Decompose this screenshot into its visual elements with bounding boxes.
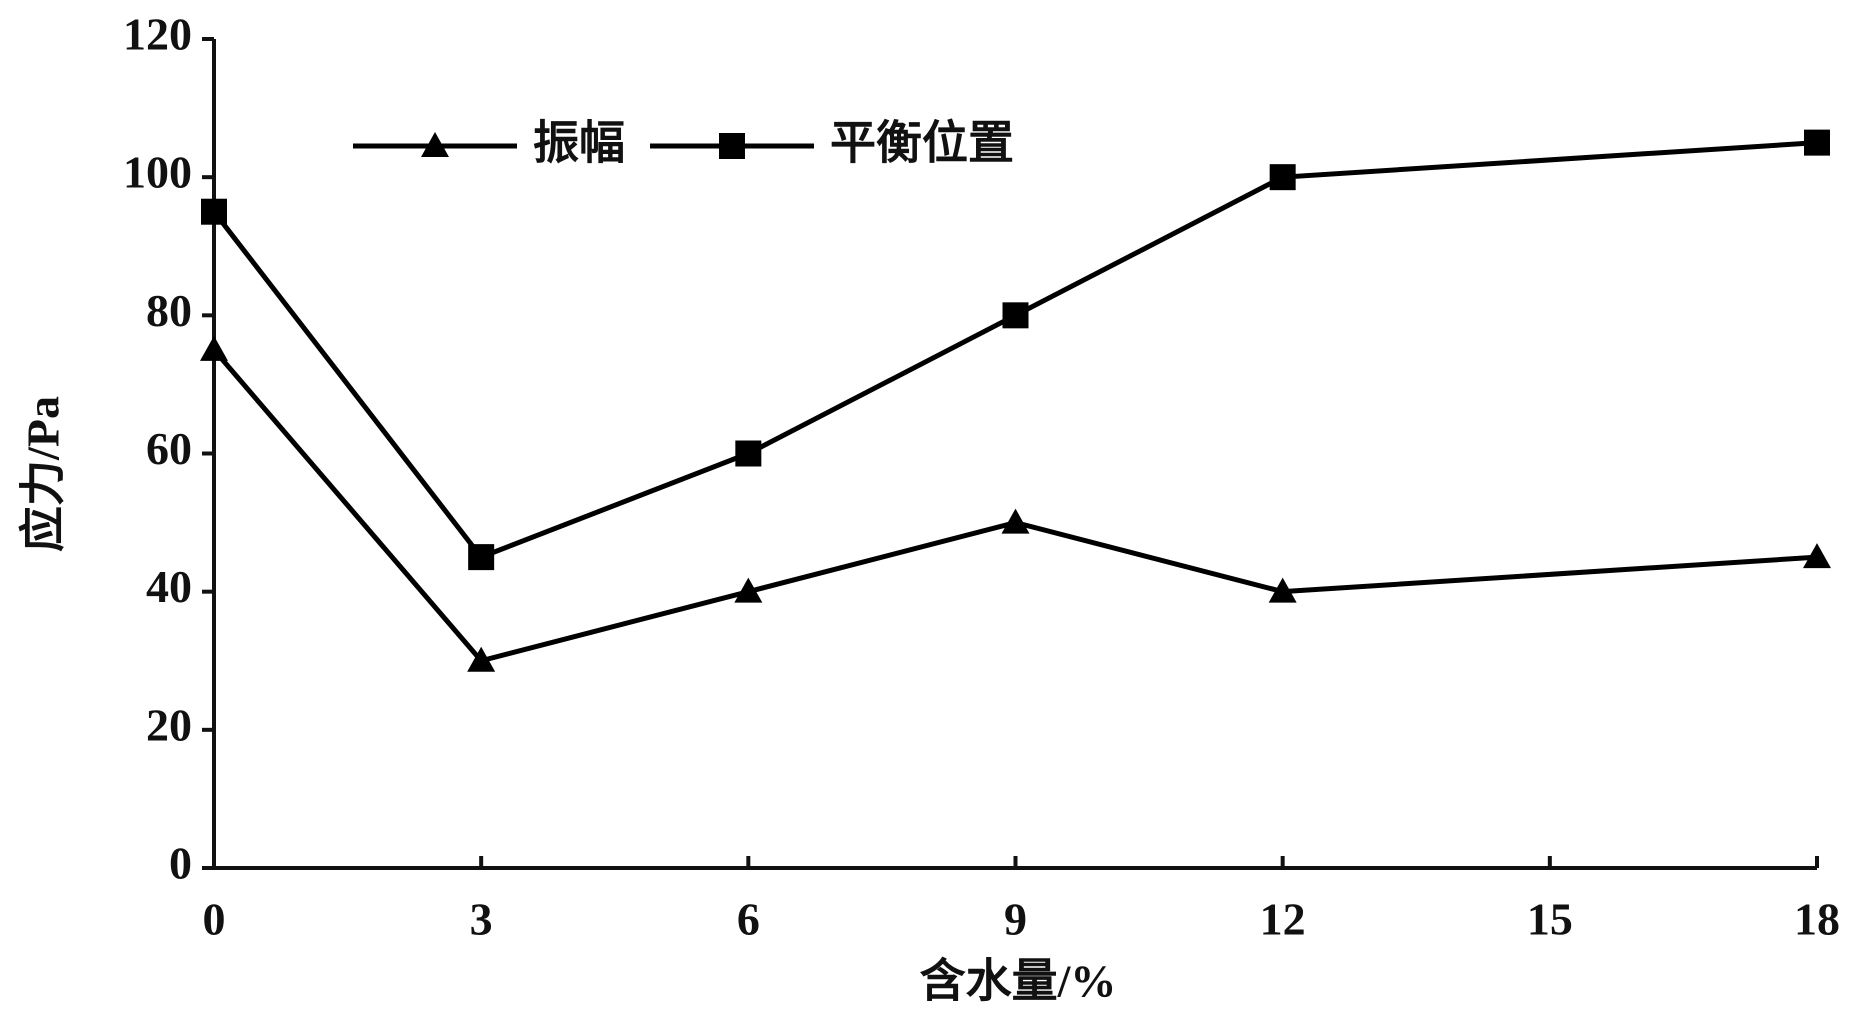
y-tick-label: 20 xyxy=(146,699,192,750)
legend-marker xyxy=(421,132,449,157)
legend-label: 平衡位置 xyxy=(830,118,1014,169)
x-tick-label: 15 xyxy=(1527,894,1573,945)
marker xyxy=(1001,508,1030,534)
legend-marker xyxy=(719,133,745,159)
marker xyxy=(735,440,762,467)
y-tick-label: 80 xyxy=(146,285,192,336)
y-tick-label: 60 xyxy=(146,423,192,474)
marker xyxy=(200,335,228,361)
y-axis-title: 应力/Pa xyxy=(18,396,69,552)
x-tick-label: 3 xyxy=(470,894,493,945)
marker xyxy=(1269,164,1296,191)
marker xyxy=(467,646,496,672)
marker xyxy=(1804,129,1830,156)
series-line xyxy=(212,140,1818,561)
x-axis-title: 含水量/% xyxy=(920,956,1117,1007)
x-tick-label: 6 xyxy=(737,894,760,945)
x-tick-label: 0 xyxy=(203,894,226,945)
series-line xyxy=(212,348,1818,664)
y-tick-label: 0 xyxy=(169,838,192,889)
y-tick-label: 100 xyxy=(123,147,192,198)
x-tick-label: 9 xyxy=(1004,894,1027,945)
x-tick-label: 18 xyxy=(1794,894,1840,945)
marker xyxy=(1803,543,1831,569)
marker xyxy=(468,544,495,571)
y-tick-label: 40 xyxy=(146,561,192,612)
marker xyxy=(1002,302,1029,329)
marker xyxy=(1268,577,1297,603)
x-tick-label: 12 xyxy=(1260,894,1306,945)
legend-label: 振幅 xyxy=(533,118,625,169)
marker xyxy=(201,198,227,225)
y-tick-label: 120 xyxy=(123,9,192,60)
marker xyxy=(734,577,763,603)
